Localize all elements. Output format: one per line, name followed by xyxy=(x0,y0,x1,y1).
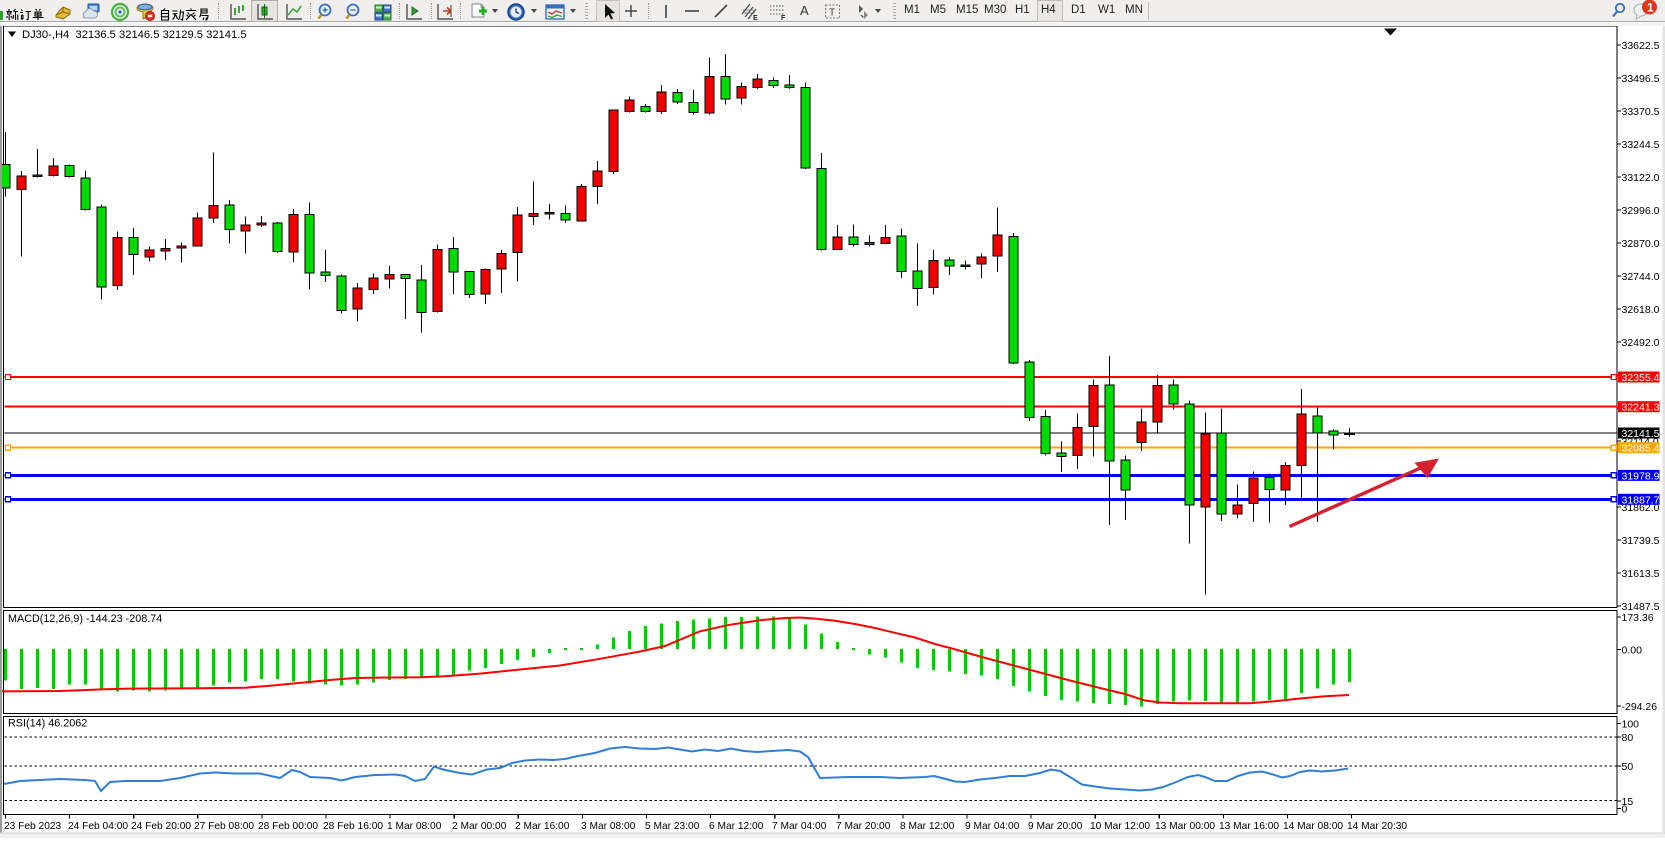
svg-text:32492.0: 32492.0 xyxy=(1622,337,1660,349)
svg-text:31613.5: 31613.5 xyxy=(1622,568,1660,580)
svg-text:7 Mar 04:00: 7 Mar 04:00 xyxy=(772,821,827,832)
svg-text:8 Mar 12:00: 8 Mar 12:00 xyxy=(900,821,955,832)
svg-text:32744.0: 32744.0 xyxy=(1622,271,1660,283)
svg-text:7 Mar 20:00: 7 Mar 20:00 xyxy=(836,821,891,832)
svg-text:31978.9: 31978.9 xyxy=(1622,470,1660,482)
svg-text:32141.5: 32141.5 xyxy=(1622,428,1660,440)
svg-text:32618.0: 32618.0 xyxy=(1622,304,1660,316)
svg-text:27 Feb 08:00: 27 Feb 08:00 xyxy=(194,821,254,832)
svg-text:32355.4: 32355.4 xyxy=(1622,372,1660,384)
svg-text:2 Mar 16:00: 2 Mar 16:00 xyxy=(515,821,570,832)
svg-text:33122.0: 33122.0 xyxy=(1622,172,1660,184)
svg-text:14 Mar 08:00: 14 Mar 08:00 xyxy=(1283,821,1343,832)
svg-text:RSI(14) 46.2062: RSI(14) 46.2062 xyxy=(8,718,87,730)
svg-text:E: E xyxy=(753,15,758,22)
svg-text:32085.4: 32085.4 xyxy=(1622,443,1660,455)
svg-text:9 Mar 04:00: 9 Mar 04:00 xyxy=(965,821,1020,832)
svg-text:24 Feb 20:00: 24 Feb 20:00 xyxy=(131,821,191,832)
svg-text:80: 80 xyxy=(1622,732,1634,744)
svg-text:5 Mar 23:00: 5 Mar 23:00 xyxy=(645,821,700,832)
svg-text:9 Mar 20:00: 9 Mar 20:00 xyxy=(1028,821,1083,832)
svg-text:173.36: 173.36 xyxy=(1622,612,1654,624)
svg-text:28 Feb 00:00: 28 Feb 00:00 xyxy=(258,821,318,832)
svg-text:1 Mar 08:00: 1 Mar 08:00 xyxy=(387,821,442,832)
svg-text:23 Feb 2023: 23 Feb 2023 xyxy=(4,821,62,832)
svg-text:31887.7: 31887.7 xyxy=(1622,494,1660,506)
svg-text:F: F xyxy=(781,15,786,22)
svg-text:3 Mar 08:00: 3 Mar 08:00 xyxy=(581,821,636,832)
svg-text:DJ30-,H4 32136.5 32146.5 3212: DJ30-,H4 32136.5 32146.5 32129.5 32141.5 xyxy=(22,29,247,41)
svg-text:32996.0: 32996.0 xyxy=(1622,205,1660,217)
svg-text:33370.5: 33370.5 xyxy=(1622,106,1660,118)
svg-text:33622.5: 33622.5 xyxy=(1622,40,1660,52)
svg-text:13 Mar 00:00: 13 Mar 00:00 xyxy=(1155,821,1215,832)
svg-text:33496.5: 33496.5 xyxy=(1622,73,1660,85)
svg-text:33244.5: 33244.5 xyxy=(1622,139,1660,151)
svg-text:32870.0: 32870.0 xyxy=(1622,238,1660,250)
svg-text:0: 0 xyxy=(1622,804,1628,816)
svg-text:10 Mar 12:00: 10 Mar 12:00 xyxy=(1090,821,1150,832)
svg-text:13 Mar 16:00: 13 Mar 16:00 xyxy=(1219,821,1279,832)
svg-text:0.00: 0.00 xyxy=(1622,645,1643,657)
svg-text:1: 1 xyxy=(1647,1,1654,15)
svg-text:-294.26: -294.26 xyxy=(1622,701,1658,713)
svg-text:31487.5: 31487.5 xyxy=(1622,601,1660,613)
svg-text:50: 50 xyxy=(1622,761,1634,773)
svg-text:2 Mar 00:00: 2 Mar 00:00 xyxy=(452,821,507,832)
svg-text:31739.5: 31739.5 xyxy=(1622,535,1660,547)
svg-text:100: 100 xyxy=(1622,719,1640,731)
svg-text:6 Mar 12:00: 6 Mar 12:00 xyxy=(709,821,764,832)
svg-text:MACD(12,26,9) -144.23 -208.74: MACD(12,26,9) -144.23 -208.74 xyxy=(8,613,162,625)
svg-text:24 Feb 04:00: 24 Feb 04:00 xyxy=(68,821,128,832)
svg-text:14 Mar 20:30: 14 Mar 20:30 xyxy=(1347,821,1407,832)
svg-text:T: T xyxy=(829,8,835,19)
svg-text:32241.3: 32241.3 xyxy=(1622,402,1660,414)
svg-text:28 Feb 16:00: 28 Feb 16:00 xyxy=(323,821,383,832)
